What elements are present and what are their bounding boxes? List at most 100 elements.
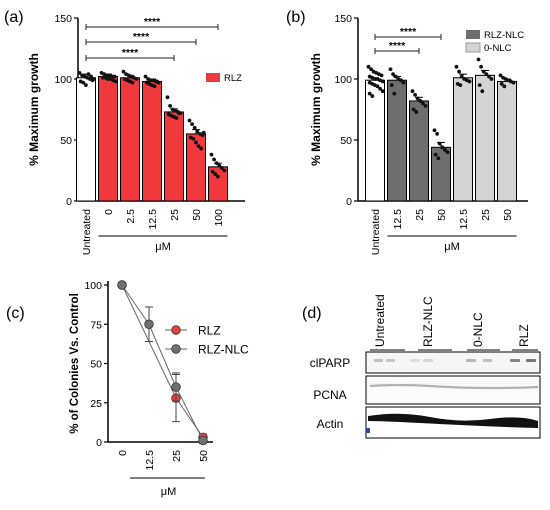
x-tick-label: 25 xyxy=(480,209,492,221)
data-point xyxy=(168,103,173,108)
legend-label: RLZ xyxy=(198,324,221,338)
data-point xyxy=(195,129,200,134)
data-point xyxy=(192,125,197,130)
x-tick-label: 0 xyxy=(103,209,115,215)
data-point xyxy=(77,71,82,75)
blot-lane-label: RLZ-NLC xyxy=(421,296,435,347)
x-tick-label: 50 xyxy=(436,209,448,221)
legend-label: RLZ xyxy=(224,73,242,84)
x-tick-label: 12.5 xyxy=(392,209,404,230)
data-point xyxy=(379,73,384,78)
data-point xyxy=(399,78,403,83)
data-point xyxy=(199,146,204,151)
chart-a: 0 50 100 150 % Maximum growth Untreated 0 2.5 12… xyxy=(27,13,245,255)
bar xyxy=(475,74,495,202)
blot-box-pcna xyxy=(365,375,541,405)
data-point xyxy=(484,72,489,77)
data-point xyxy=(436,156,441,161)
data-point xyxy=(411,107,416,112)
blot-band xyxy=(526,359,536,362)
significance-label: **** xyxy=(133,31,150,43)
data-point xyxy=(217,163,222,168)
data-point xyxy=(373,77,377,81)
x-tick-label: 25 xyxy=(171,450,183,462)
x-tick-label: Untreated xyxy=(370,209,382,255)
data-point xyxy=(457,69,461,74)
data-point xyxy=(479,64,483,69)
blot-band xyxy=(368,413,538,428)
x-tick-label: 25 xyxy=(169,209,181,221)
blot-lane-labels: Untreated RLZ-NLC 0-NLC RLZ xyxy=(370,294,538,351)
data-point xyxy=(418,99,423,103)
y-tick-label: 100 xyxy=(84,280,102,292)
significance-label: **** xyxy=(122,47,139,59)
data-point xyxy=(194,140,198,145)
data-point xyxy=(369,67,373,72)
significance-label: **** xyxy=(400,26,417,38)
blot-lane-label: 0-NLC xyxy=(471,312,485,347)
data-point xyxy=(134,77,139,81)
legend-marker xyxy=(171,344,181,354)
y-tick-label: 100 xyxy=(334,74,352,86)
data-point xyxy=(212,157,217,162)
blot-band xyxy=(510,359,520,362)
data-point xyxy=(112,74,117,79)
data-point xyxy=(155,79,160,84)
data-point xyxy=(121,69,126,74)
data-point xyxy=(370,94,375,98)
data-point xyxy=(476,57,481,62)
data-point xyxy=(86,72,91,77)
data-point xyxy=(84,83,88,87)
data-point xyxy=(410,89,415,94)
data-point xyxy=(423,103,428,108)
data-point xyxy=(432,128,437,133)
data-point xyxy=(467,79,472,84)
bar xyxy=(98,76,118,202)
data-point xyxy=(440,145,445,150)
data-point xyxy=(380,79,385,84)
data-point xyxy=(433,152,438,157)
panel-label-a: (a) xyxy=(4,9,24,26)
legend-swatch xyxy=(206,73,220,82)
data-point xyxy=(198,435,208,446)
data-point xyxy=(413,92,417,97)
data-point xyxy=(498,73,503,78)
group-label: μM xyxy=(444,241,460,253)
blot-row-labels: clPARP PCNA Actin xyxy=(310,356,350,431)
bar xyxy=(76,77,96,202)
y-tick-label: 50 xyxy=(340,135,352,147)
data-point xyxy=(458,83,463,87)
bar xyxy=(142,80,162,202)
legend-label: 0-NLC xyxy=(484,43,512,54)
data-point xyxy=(388,67,393,72)
data-point xyxy=(143,74,148,79)
y-tick-label: 50 xyxy=(60,135,72,147)
y-tick-label: 0 xyxy=(66,196,72,208)
data-point xyxy=(201,130,206,135)
data-point xyxy=(222,168,227,173)
x-tick-label: 12.5 xyxy=(147,209,159,230)
data-point xyxy=(214,161,219,166)
x-tick-label: 2.5 xyxy=(125,209,137,224)
bar xyxy=(387,79,407,202)
data-point xyxy=(171,382,181,392)
data-point xyxy=(454,64,459,69)
data-point xyxy=(213,172,218,177)
y-tick-label: 50 xyxy=(90,359,102,371)
group-label: μM xyxy=(155,241,171,253)
data-point xyxy=(174,116,179,120)
bar xyxy=(409,100,429,202)
data-point xyxy=(392,91,397,96)
x-tick-label: 12.5 xyxy=(144,450,156,471)
blot-band xyxy=(374,359,383,362)
data-point xyxy=(489,77,494,81)
blot-lane-label: Untreated xyxy=(373,294,387,347)
blot-band xyxy=(386,359,395,362)
data-point xyxy=(435,132,439,136)
series-line xyxy=(121,284,204,441)
series-line xyxy=(121,284,204,438)
data-point xyxy=(499,81,504,86)
data-point xyxy=(511,80,516,85)
